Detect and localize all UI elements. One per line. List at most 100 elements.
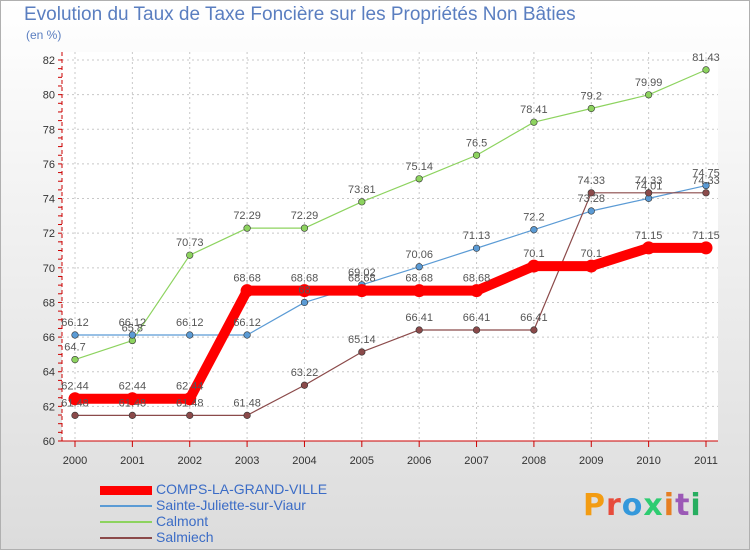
data-label: 72.2 [523, 212, 544, 224]
x-tick-label: 2007 [464, 455, 488, 467]
data-point [587, 189, 595, 197]
data-label: 74.33 [692, 175, 720, 187]
data-label: 65.8 [122, 323, 143, 335]
y-tick-label: 78 [43, 124, 55, 136]
data-point [472, 244, 481, 252]
chart-title: Evolution du Taux de Taxe Foncière sur l… [24, 4, 576, 25]
data-label: 66.12 [176, 317, 204, 329]
data-point [470, 284, 484, 298]
series-line-3 [75, 192, 706, 416]
data-label: 61.48 [61, 397, 89, 409]
data-label: 75.14 [405, 161, 433, 173]
data-point [183, 392, 197, 406]
data-point [699, 241, 713, 255]
data-point [702, 181, 710, 190]
data-point [128, 411, 136, 419]
series-line-0 [75, 242, 706, 404]
legend-swatch [100, 485, 152, 495]
data-point [243, 331, 251, 339]
data-point [240, 284, 254, 298]
data-label: 66.12 [119, 317, 147, 329]
data-label: 74.01 [635, 180, 663, 192]
data-point [358, 198, 366, 206]
data-point [472, 151, 481, 159]
data-label: 69.02 [348, 267, 376, 279]
data-label: 68 [298, 284, 310, 296]
data-point [587, 104, 595, 113]
data-point [415, 263, 423, 271]
data-label: 73.81 [348, 184, 376, 196]
data-label: 62.44 [119, 381, 147, 393]
legend-label: Calmont [156, 513, 209, 529]
data-point [300, 298, 309, 307]
data-label: 68.68 [291, 273, 319, 285]
data-point [587, 207, 595, 215]
data-point [186, 331, 194, 339]
data-point [584, 259, 598, 273]
data-label: 65.14 [348, 334, 376, 346]
data-label: 66.41 [463, 312, 491, 324]
data-label: 70.73 [176, 237, 204, 249]
x-tick-label: 2008 [522, 455, 546, 467]
y-tick-label: 68 [43, 297, 55, 309]
legend-swatch [100, 505, 152, 507]
logo-letter: P [583, 488, 606, 523]
data-label: 72.29 [233, 210, 261, 222]
y-tick-label: 74 [43, 194, 55, 206]
data-point [702, 189, 710, 197]
x-tick-label: 2000 [63, 455, 87, 467]
data-point [645, 189, 653, 197]
data-point [186, 251, 194, 259]
x-tick-label: 2010 [636, 455, 660, 467]
proxiti-logo: Proxiti [583, 488, 702, 523]
data-label: 62.44 [61, 381, 89, 393]
data-point [412, 284, 426, 298]
data-point [645, 91, 653, 99]
data-point [530, 226, 538, 234]
x-tick-label: 2009 [579, 455, 603, 467]
data-label: 78.41 [520, 104, 548, 116]
y-tick-label: 64 [43, 367, 55, 379]
data-label: 63.22 [291, 367, 319, 379]
data-point [68, 392, 82, 406]
x-tick-label: 2006 [407, 455, 431, 467]
y-tick-label: 76 [43, 159, 55, 171]
logo-letter: i [663, 488, 676, 523]
legend-swatch [100, 521, 152, 523]
data-point [642, 241, 656, 255]
x-tick-label: 2003 [235, 455, 259, 467]
series-line-2 [74, 69, 707, 361]
data-point [355, 284, 369, 298]
data-point [702, 66, 710, 74]
data-point [71, 356, 79, 364]
x-tick-label: 2011 [694, 455, 718, 467]
logo-letter: r [606, 488, 622, 523]
data-label: 81.43 [692, 52, 720, 64]
data-label: 66.41 [405, 312, 433, 324]
data-point [243, 224, 251, 232]
y-tick-label: 62 [43, 401, 55, 413]
data-label: 70.1 [523, 248, 544, 260]
data-label: 70.06 [405, 249, 433, 261]
data-label: 61.48 [119, 397, 147, 409]
data-point [186, 411, 194, 419]
x-tick-label: 2001 [120, 455, 144, 467]
data-label: 61.48 [176, 397, 204, 409]
data-label: 79.2 [581, 90, 602, 102]
data-point [530, 118, 538, 126]
data-label: 74.33 [635, 175, 663, 187]
logo-letter: t [675, 488, 691, 523]
data-point [472, 326, 481, 334]
data-label: 70.1 [581, 248, 602, 260]
data-point [128, 331, 136, 339]
data-point [415, 175, 423, 183]
data-point [125, 392, 139, 406]
data-label: 74.75 [692, 168, 720, 180]
chart-subtitle: (en %) [26, 28, 62, 42]
logo-letter: o [621, 488, 644, 523]
legend-label: COMPS-LA-GRAND-VILLE [156, 481, 328, 497]
data-label: 68.68 [233, 273, 261, 285]
data-label: 68.68 [463, 273, 491, 285]
data-point [71, 331, 79, 339]
